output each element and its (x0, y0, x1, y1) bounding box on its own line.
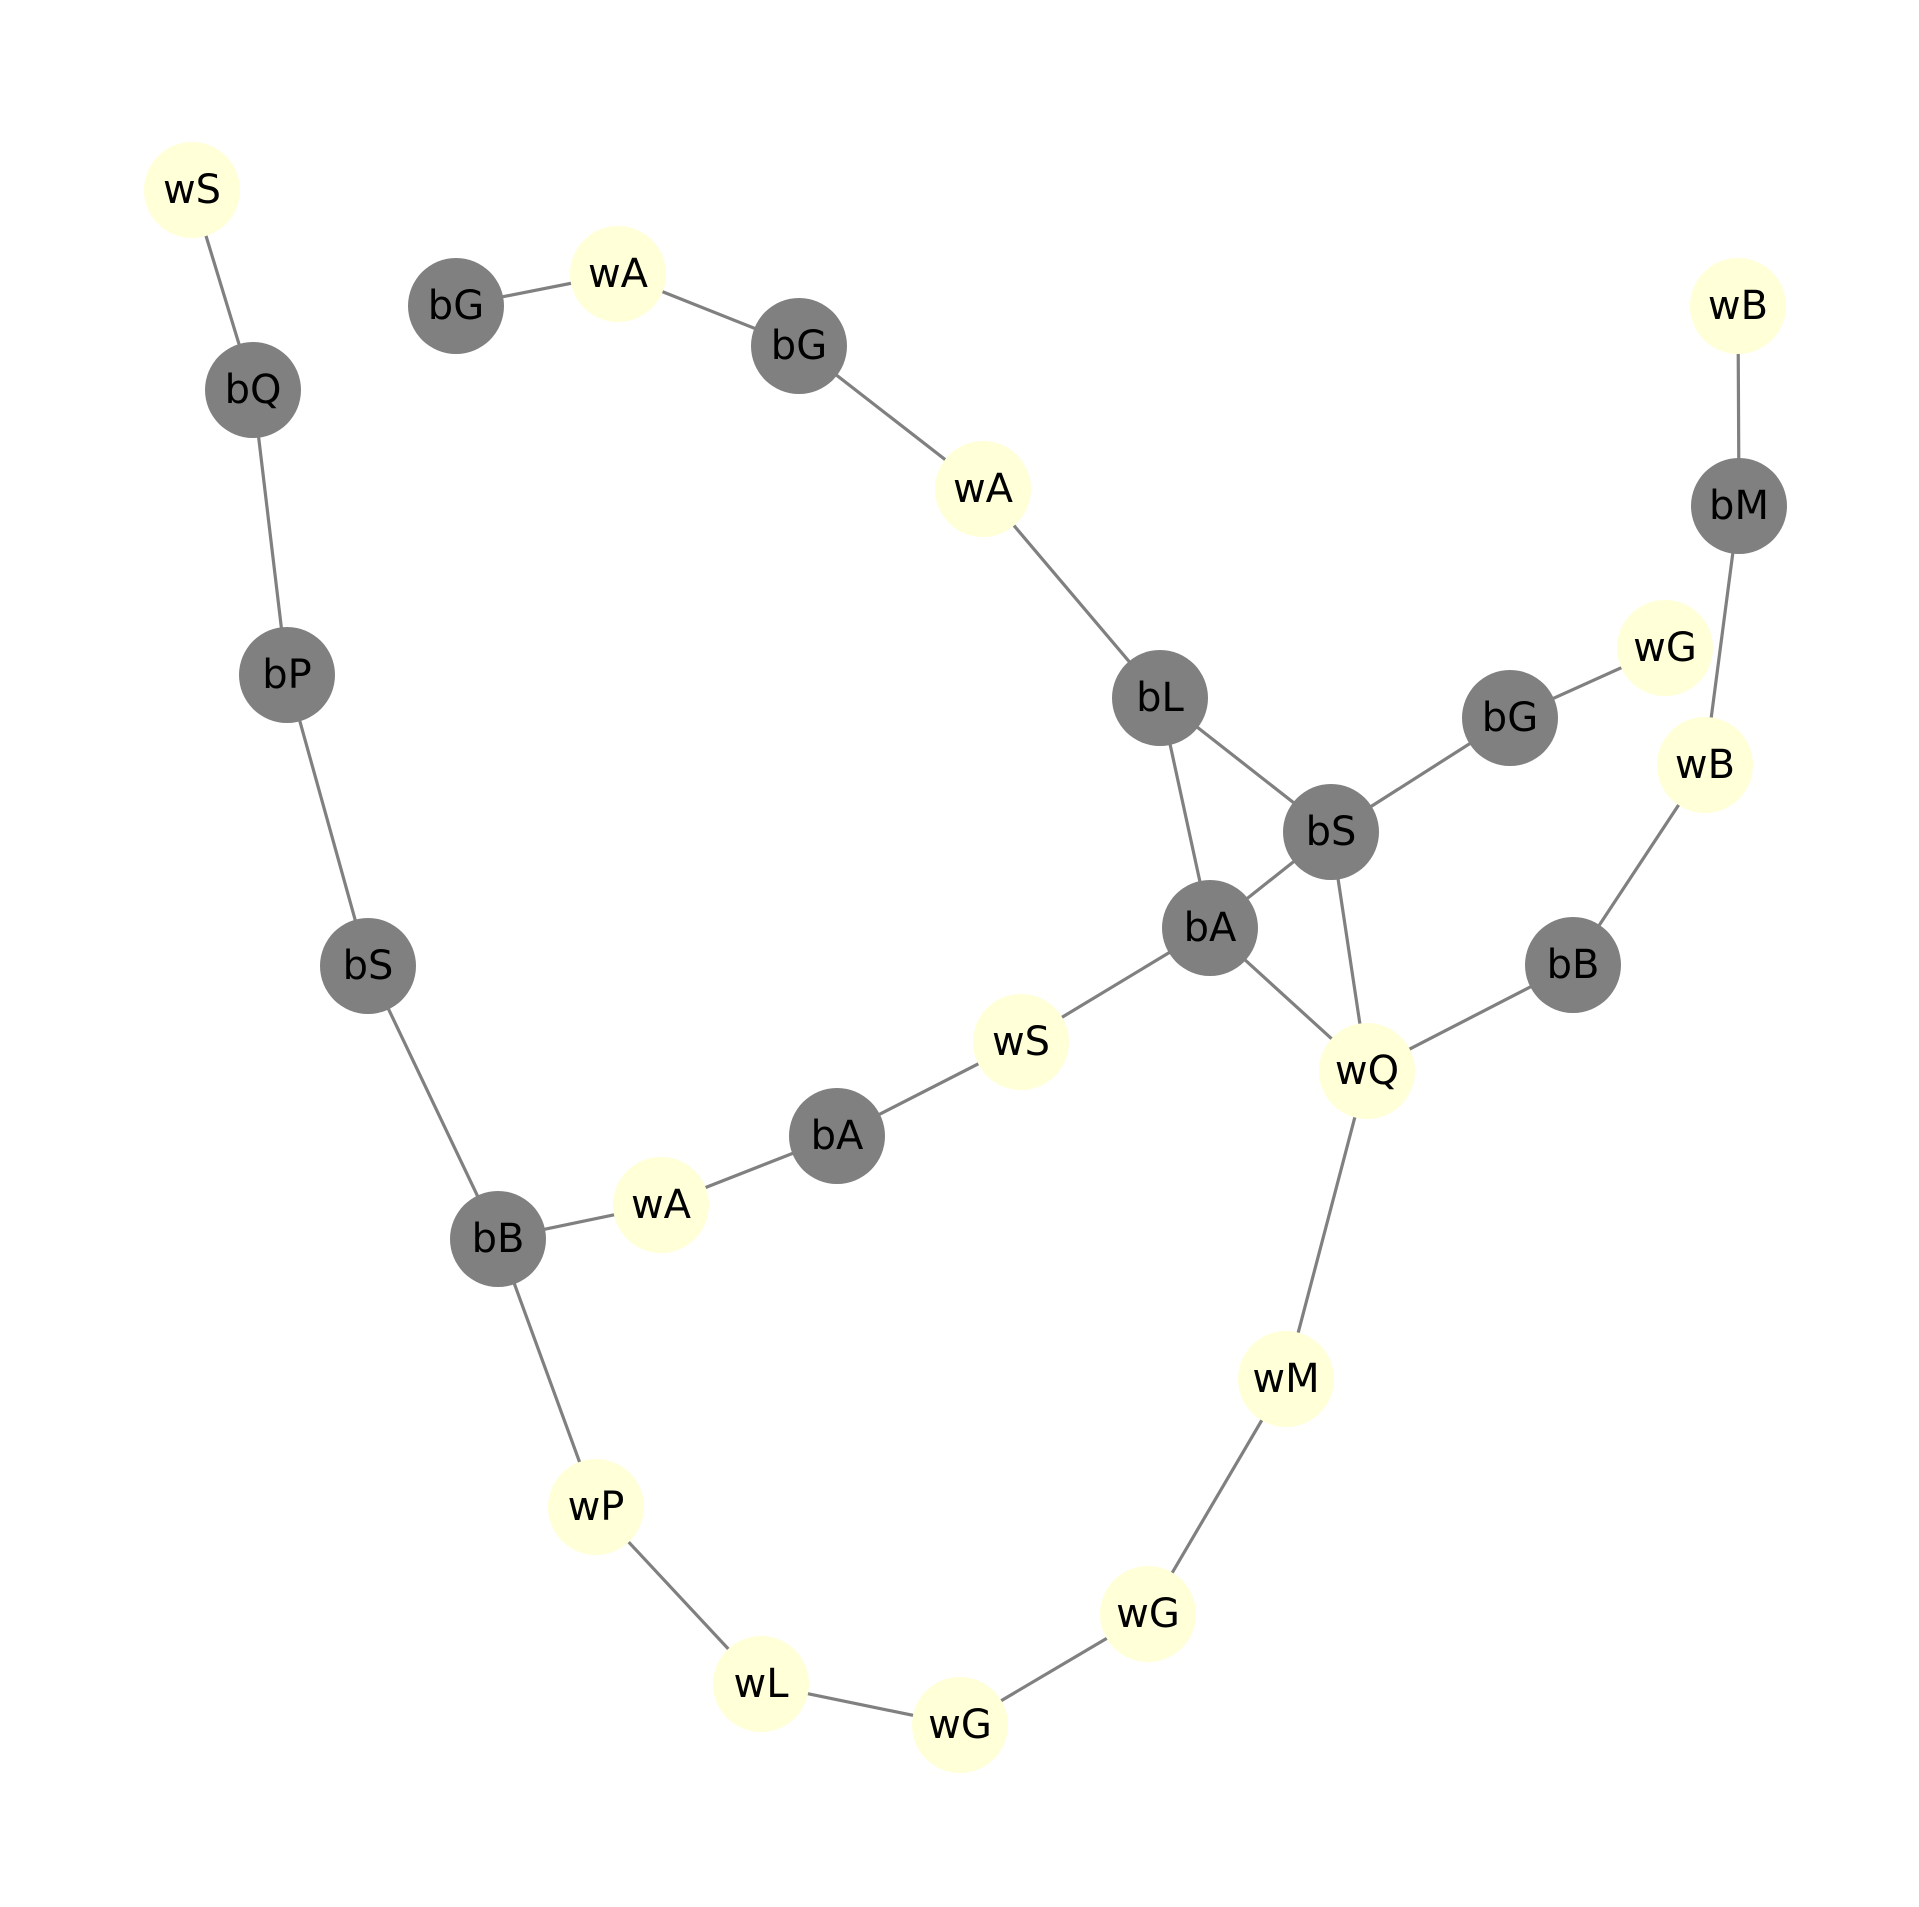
node-bL: bL (1112, 650, 1208, 746)
node-circle (1617, 600, 1713, 696)
node-label: wL (734, 1661, 790, 1707)
node-label: bL (1136, 675, 1184, 721)
node-circle (713, 1636, 809, 1732)
node-wG_bottom: wG (912, 1677, 1008, 1773)
node-label: bB (472, 1216, 525, 1262)
node-circle (239, 627, 335, 723)
node-circle (613, 1157, 709, 1253)
node-label: bG (428, 283, 484, 329)
node-label: wA (588, 251, 649, 297)
node-bA_mid: bA (789, 1088, 885, 1184)
node-circle (935, 441, 1031, 537)
node-bQ: bQ (205, 342, 301, 438)
node-bP: bP (239, 627, 335, 723)
node-label: wP (568, 1484, 625, 1530)
node-label: bG (1482, 695, 1538, 741)
node-label: wG (1633, 625, 1697, 671)
node-circle (1112, 650, 1208, 746)
node-label: bA (1184, 905, 1237, 951)
node-label: bG (771, 323, 827, 369)
node-circle (1238, 1331, 1334, 1427)
node-circle (320, 918, 416, 1014)
node-wA_top: wA (570, 226, 666, 322)
node-bA_right: bA (1162, 880, 1258, 976)
node-label: bA (811, 1113, 864, 1159)
node-bS_right: bS (1283, 784, 1379, 880)
node-bM: bM (1691, 458, 1787, 554)
node-bG_right: bG (1462, 670, 1558, 766)
node-label: wA (953, 466, 1014, 512)
node-label: wQ (1335, 1048, 1399, 1094)
node-wA_low: wA (613, 1157, 709, 1253)
node-label: wG (928, 1702, 992, 1748)
node-circle (408, 258, 504, 354)
nodes-layer: wS bQ bP bS bB wA bA wS bA bL bS wQ bB wB bM wB bG wG wA bG… (144, 142, 1787, 1773)
node-label: wB (1675, 742, 1735, 788)
node-wQ: wQ (1319, 1023, 1415, 1119)
node-circle (1462, 670, 1558, 766)
node-label: wS (992, 1019, 1050, 1065)
node-wB_mid: wB (1657, 717, 1753, 813)
node-circle (751, 298, 847, 394)
node-circle (1100, 1566, 1196, 1662)
node-circle (973, 994, 1069, 1090)
node-circle (1319, 1023, 1415, 1119)
node-label: bM (1709, 483, 1769, 529)
node-label: wG (1116, 1591, 1180, 1637)
node-label: bB (1547, 942, 1600, 988)
node-bG_left: bG (408, 258, 504, 354)
node-label: wM (1252, 1356, 1319, 1402)
node-circle (1690, 258, 1786, 354)
node-circle (548, 1459, 644, 1555)
node-bB_left: bB (450, 1191, 546, 1287)
node-label: bS (1306, 809, 1357, 855)
node-wS_top: wS (144, 142, 240, 238)
node-wS_mid: wS (973, 994, 1069, 1090)
node-wG_low: wG (1100, 1566, 1196, 1662)
node-circle (450, 1191, 546, 1287)
node-wL: wL (713, 1636, 809, 1732)
node-label: bP (262, 652, 312, 698)
node-circle (1691, 458, 1787, 554)
node-label: wS (163, 167, 221, 213)
node-bB_right: bB (1525, 917, 1621, 1013)
node-wB_top: wB (1690, 258, 1786, 354)
edges-layer (190, 188, 1741, 1727)
node-wG_right: wG (1617, 600, 1713, 696)
node-circle (144, 142, 240, 238)
edge-bS_left-bB_left (366, 964, 500, 1241)
node-circle (1283, 784, 1379, 880)
node-label: bQ (225, 367, 282, 413)
node-circle (570, 226, 666, 322)
node-bG_mid: bG (751, 298, 847, 394)
node-bS_left: bS (320, 918, 416, 1014)
node-circle (912, 1677, 1008, 1773)
edge-wQ-wM (1284, 1069, 1369, 1381)
edge-bP-bS_left (285, 673, 370, 968)
node-circle (789, 1088, 885, 1184)
node-circle (1657, 717, 1753, 813)
node-wA_mid: wA (935, 441, 1031, 537)
node-wP: wP (548, 1459, 644, 1555)
node-label: wA (631, 1182, 692, 1228)
node-label: bS (343, 943, 394, 989)
node-circle (1525, 917, 1621, 1013)
node-label: wB (1708, 283, 1768, 329)
node-circle (1162, 880, 1258, 976)
node-wM: wM (1238, 1331, 1334, 1427)
node-circle (205, 342, 301, 438)
